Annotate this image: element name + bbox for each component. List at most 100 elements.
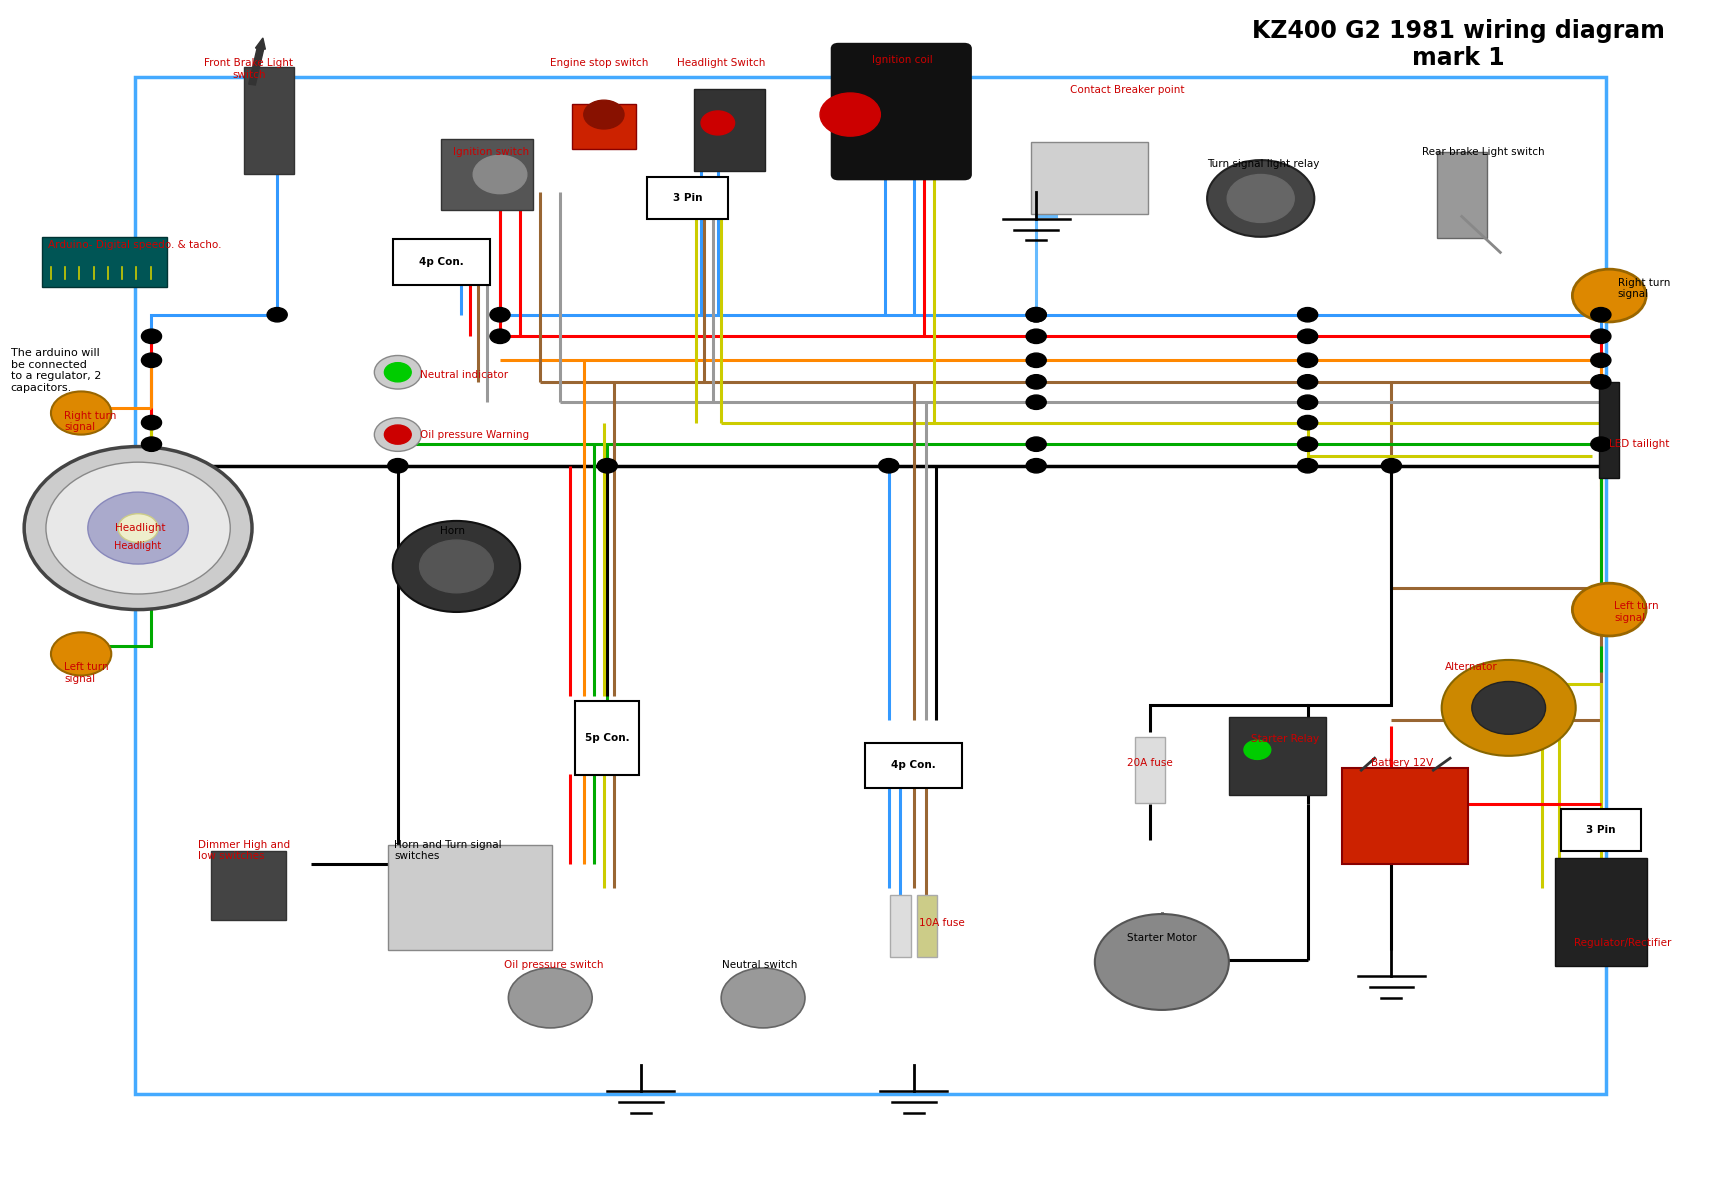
Text: 20A fuse: 20A fuse: [1128, 758, 1174, 768]
Circle shape: [375, 355, 421, 389]
Circle shape: [1027, 307, 1045, 322]
Circle shape: [1572, 269, 1646, 322]
Circle shape: [1591, 353, 1610, 367]
Text: Oil pressure switch: Oil pressure switch: [503, 960, 604, 970]
Circle shape: [1027, 353, 1045, 367]
Circle shape: [1591, 374, 1610, 389]
Circle shape: [1297, 307, 1317, 322]
Text: 3 Pin: 3 Pin: [1586, 826, 1615, 835]
Circle shape: [1206, 160, 1314, 236]
Bar: [243, 67, 294, 174]
Bar: [210, 851, 286, 920]
Text: Right turn
signal: Right turn signal: [1617, 277, 1670, 299]
Text: Contact Breaker point: Contact Breaker point: [1069, 84, 1184, 95]
Circle shape: [142, 329, 161, 343]
Circle shape: [142, 437, 161, 451]
Bar: [135, 78, 1607, 1094]
Circle shape: [489, 329, 510, 343]
Circle shape: [489, 307, 510, 322]
Bar: [575, 701, 640, 775]
Circle shape: [375, 418, 421, 451]
Bar: [695, 89, 765, 170]
Circle shape: [1297, 458, 1317, 473]
Circle shape: [1471, 682, 1545, 734]
Circle shape: [1297, 437, 1317, 451]
Text: Horn and Turn signal
switches: Horn and Turn signal switches: [395, 840, 501, 862]
Circle shape: [1027, 395, 1045, 409]
Circle shape: [87, 492, 188, 564]
Bar: [394, 239, 489, 284]
Text: Horn: Horn: [440, 526, 465, 535]
Circle shape: [142, 353, 161, 367]
Text: Right turn
signal: Right turn signal: [65, 410, 116, 432]
FancyArrow shape: [248, 38, 265, 85]
Text: The arduino will
be connected
to a regulator, 2
capacitors.: The arduino will be connected to a regul…: [10, 348, 101, 394]
Circle shape: [1095, 914, 1228, 1010]
Text: 10A fuse: 10A fuse: [919, 918, 965, 928]
Circle shape: [24, 446, 252, 610]
Bar: [1032, 142, 1148, 214]
Circle shape: [46, 462, 231, 594]
Text: 4p Con.: 4p Con.: [891, 761, 936, 770]
Text: 4p Con.: 4p Con.: [419, 257, 464, 266]
Circle shape: [51, 391, 111, 434]
Text: Regulator/Rectifier: Regulator/Rectifier: [1574, 938, 1672, 948]
Text: Ignition coil: Ignition coil: [873, 55, 932, 65]
Text: Starter Relay: Starter Relay: [1251, 734, 1319, 744]
Text: Left turn
signal: Left turn signal: [65, 662, 110, 684]
Bar: [1600, 382, 1619, 478]
Bar: [866, 743, 963, 788]
Bar: [917, 895, 938, 958]
Bar: [440, 138, 532, 210]
Circle shape: [1297, 415, 1317, 430]
Circle shape: [1027, 307, 1045, 322]
Circle shape: [583, 100, 625, 128]
Text: Left turn
signal: Left turn signal: [1613, 601, 1660, 623]
Bar: [571, 103, 636, 149]
Text: Arduino- Digital speedo. & tacho.: Arduino- Digital speedo. & tacho.: [48, 240, 221, 251]
Circle shape: [1591, 329, 1610, 343]
Text: Neutral indicator: Neutral indicator: [419, 370, 508, 379]
Circle shape: [508, 968, 592, 1028]
Text: Headlight: Headlight: [115, 523, 164, 533]
Circle shape: [474, 155, 527, 193]
Circle shape: [1381, 458, 1401, 473]
Text: Oil pressure Warning: Oil pressure Warning: [419, 430, 529, 439]
Text: Starter Motor: Starter Motor: [1128, 934, 1196, 943]
Text: 3 Pin: 3 Pin: [672, 193, 703, 204]
Text: Headlight Switch: Headlight Switch: [678, 59, 765, 68]
Bar: [41, 236, 168, 287]
Circle shape: [1227, 174, 1294, 222]
Circle shape: [1297, 329, 1317, 343]
Bar: [1560, 809, 1641, 851]
Text: KZ400 G2 1981 wiring diagram
mark 1: KZ400 G2 1981 wiring diagram mark 1: [1252, 19, 1665, 71]
Text: Alternator: Alternator: [1446, 662, 1497, 672]
Circle shape: [267, 307, 287, 322]
Circle shape: [419, 540, 493, 593]
Circle shape: [1027, 458, 1045, 473]
Circle shape: [385, 362, 411, 382]
Circle shape: [1297, 353, 1317, 367]
Circle shape: [1442, 660, 1576, 756]
Circle shape: [1027, 374, 1045, 389]
Circle shape: [1572, 583, 1646, 636]
Bar: [388, 845, 553, 950]
Circle shape: [1244, 740, 1271, 760]
Bar: [1341, 768, 1468, 864]
Circle shape: [1297, 374, 1317, 389]
Circle shape: [1027, 329, 1045, 343]
FancyBboxPatch shape: [832, 44, 970, 179]
Text: Turn signal light relay: Turn signal light relay: [1206, 158, 1319, 169]
Circle shape: [720, 968, 804, 1028]
Bar: [1134, 737, 1165, 803]
Text: Engine stop switch: Engine stop switch: [549, 59, 648, 68]
Circle shape: [51, 632, 111, 676]
Bar: [890, 895, 910, 958]
Text: Battery 12V: Battery 12V: [1371, 758, 1434, 768]
Circle shape: [1027, 437, 1045, 451]
Bar: [1228, 716, 1326, 794]
Circle shape: [1297, 395, 1317, 409]
Bar: [647, 178, 727, 220]
Circle shape: [385, 425, 411, 444]
Circle shape: [142, 415, 161, 430]
